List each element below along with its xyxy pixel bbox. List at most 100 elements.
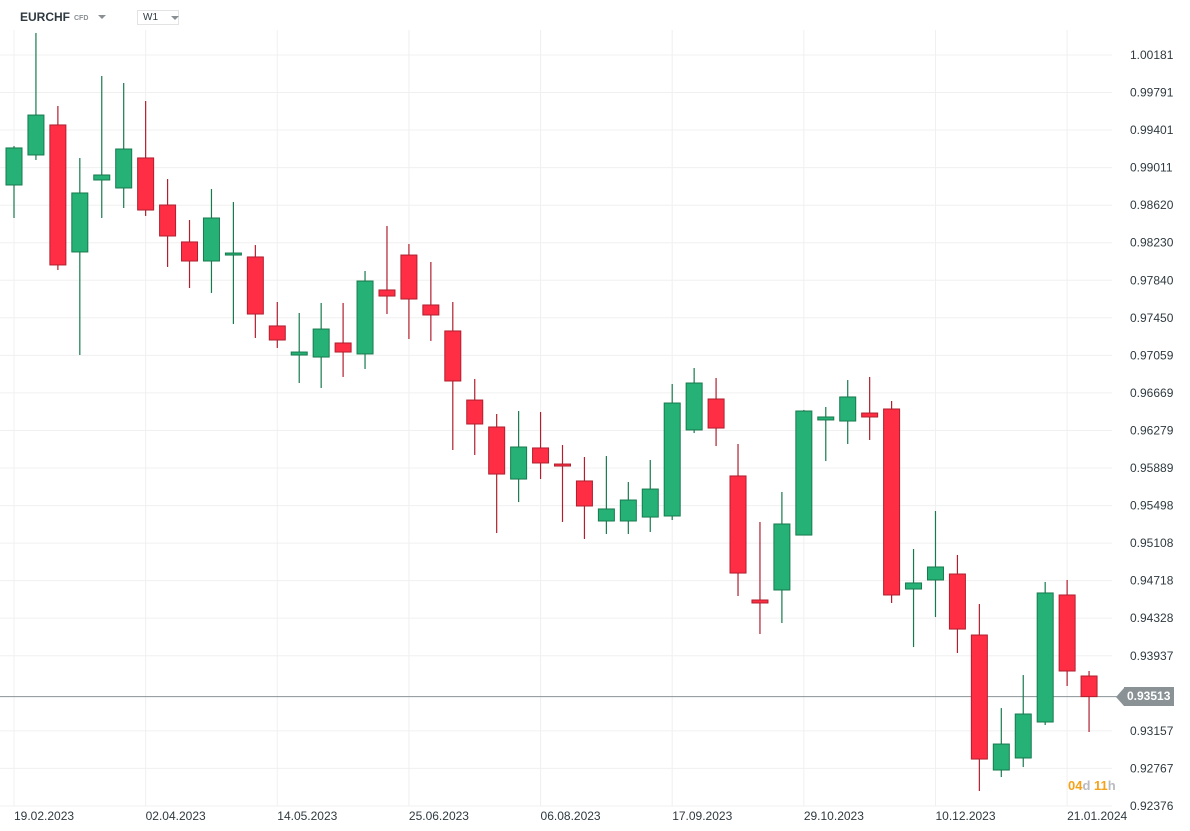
candle[interactable] bbox=[575, 457, 593, 539]
candle-body bbox=[71, 192, 89, 253]
candle[interactable] bbox=[510, 411, 528, 503]
timeframe-value: W1 bbox=[143, 12, 158, 23]
date-tick-label: 25.06.2023 bbox=[409, 809, 469, 823]
price-tick-label: 0.96669 bbox=[1130, 386, 1174, 400]
candle-body bbox=[334, 342, 352, 353]
candle-body bbox=[729, 475, 747, 574]
candle-body bbox=[5, 147, 23, 186]
candle-body bbox=[466, 399, 484, 425]
candle-body bbox=[597, 508, 615, 522]
candle[interactable] bbox=[400, 243, 418, 340]
price-axis[interactable]: 1.00181 0.99791 0.99401 0.99011 0.98620 0.982… bbox=[1130, 48, 1174, 813]
candle[interactable] bbox=[641, 459, 659, 532]
candle[interactable] bbox=[1058, 579, 1076, 687]
candle[interactable] bbox=[532, 411, 550, 480]
candle[interactable] bbox=[290, 312, 308, 384]
time-axis[interactable]: 19.02.2023 02.04.2023 14.05.2023 25.06.2023… bbox=[14, 809, 1128, 823]
candle[interactable] bbox=[926, 510, 944, 618]
price-tick-label: 0.92376 bbox=[1130, 799, 1174, 813]
candle[interactable] bbox=[224, 202, 242, 325]
candle[interactable] bbox=[356, 271, 374, 369]
candle[interactable] bbox=[663, 383, 681, 521]
candle-body bbox=[1080, 675, 1098, 698]
countdown-days: 04 bbox=[1068, 778, 1083, 793]
candle[interactable] bbox=[27, 32, 45, 160]
price-tick-label: 1.00181 bbox=[1130, 48, 1174, 62]
date-tick-label: 14.05.2023 bbox=[277, 809, 337, 823]
symbol-selector[interactable]: EURCHF CFD bbox=[20, 10, 107, 24]
candle[interactable] bbox=[707, 378, 725, 447]
candle[interactable] bbox=[444, 301, 462, 450]
candle-body bbox=[641, 488, 659, 518]
price-tick-label: 0.99401 bbox=[1130, 123, 1174, 137]
candle[interactable] bbox=[422, 261, 440, 341]
candle[interactable] bbox=[488, 413, 506, 534]
candle[interactable] bbox=[773, 492, 791, 623]
candle-body bbox=[905, 582, 923, 590]
candle[interactable] bbox=[5, 146, 23, 218]
candle[interactable] bbox=[115, 83, 133, 208]
candle-body bbox=[992, 743, 1010, 771]
candle[interactable] bbox=[49, 105, 67, 270]
candle[interactable] bbox=[466, 378, 484, 455]
candle[interactable] bbox=[1080, 671, 1098, 733]
candle-body bbox=[488, 426, 506, 475]
candle[interactable] bbox=[861, 376, 879, 440]
candle[interactable] bbox=[948, 554, 966, 654]
candle[interactable] bbox=[137, 100, 155, 216]
candle[interactable] bbox=[378, 225, 396, 315]
price-tick-label: 0.95498 bbox=[1130, 499, 1174, 513]
countdown-days-unit: d bbox=[1082, 778, 1091, 793]
candle[interactable] bbox=[685, 368, 703, 434]
candle-body bbox=[115, 148, 133, 189]
price-pointer-icon bbox=[1116, 687, 1124, 706]
candle-body bbox=[290, 351, 308, 356]
candle[interactable] bbox=[905, 548, 923, 648]
price-tick-label: 0.97059 bbox=[1130, 348, 1174, 362]
candle-body bbox=[422, 304, 440, 316]
price-tick-label: 0.94718 bbox=[1130, 574, 1174, 588]
candle[interactable] bbox=[312, 302, 330, 389]
candle[interactable] bbox=[597, 456, 615, 534]
candle[interactable] bbox=[970, 604, 988, 791]
price-tick-label: 0.99791 bbox=[1130, 86, 1174, 100]
candle-countdown: 04d 11h bbox=[1068, 778, 1116, 793]
candle[interactable] bbox=[883, 401, 901, 603]
candle[interactable] bbox=[1014, 675, 1032, 768]
candle-body bbox=[685, 382, 703, 431]
candle-body bbox=[619, 499, 637, 522]
candle-body bbox=[137, 157, 155, 211]
candle[interactable] bbox=[619, 482, 637, 534]
candle[interactable] bbox=[554, 444, 571, 522]
candle[interactable] bbox=[751, 521, 769, 635]
candle-body bbox=[554, 463, 571, 467]
candle[interactable] bbox=[729, 444, 747, 597]
candle[interactable] bbox=[71, 157, 89, 356]
current-price-value: 0.93513 bbox=[1124, 687, 1175, 707]
price-tick-label: 0.99011 bbox=[1130, 161, 1173, 175]
candles bbox=[5, 32, 1098, 791]
date-tick-label: 19.02.2023 bbox=[14, 809, 74, 823]
candle[interactable] bbox=[93, 75, 111, 218]
timeframe-select[interactable]: W1 bbox=[137, 10, 179, 25]
candle[interactable] bbox=[159, 179, 177, 267]
chevron-down-icon[interactable] bbox=[98, 15, 107, 19]
date-tick-label: 29.10.2023 bbox=[804, 809, 864, 823]
candle-body bbox=[268, 325, 286, 341]
candle-body bbox=[356, 280, 374, 355]
candle[interactable] bbox=[839, 380, 857, 445]
candle[interactable] bbox=[795, 409, 813, 536]
candle[interactable] bbox=[334, 302, 352, 377]
candle-body bbox=[224, 252, 242, 256]
candle[interactable] bbox=[817, 406, 835, 462]
candle[interactable] bbox=[246, 245, 264, 338]
candle[interactable] bbox=[181, 220, 199, 289]
candle[interactable] bbox=[992, 708, 1010, 778]
candle-body bbox=[751, 599, 769, 604]
candle[interactable] bbox=[268, 301, 286, 348]
symbol-name: EURCHF bbox=[20, 10, 70, 24]
candle[interactable] bbox=[1036, 581, 1054, 725]
price-tick-label: 0.95108 bbox=[1130, 536, 1174, 550]
candle[interactable] bbox=[202, 189, 220, 293]
